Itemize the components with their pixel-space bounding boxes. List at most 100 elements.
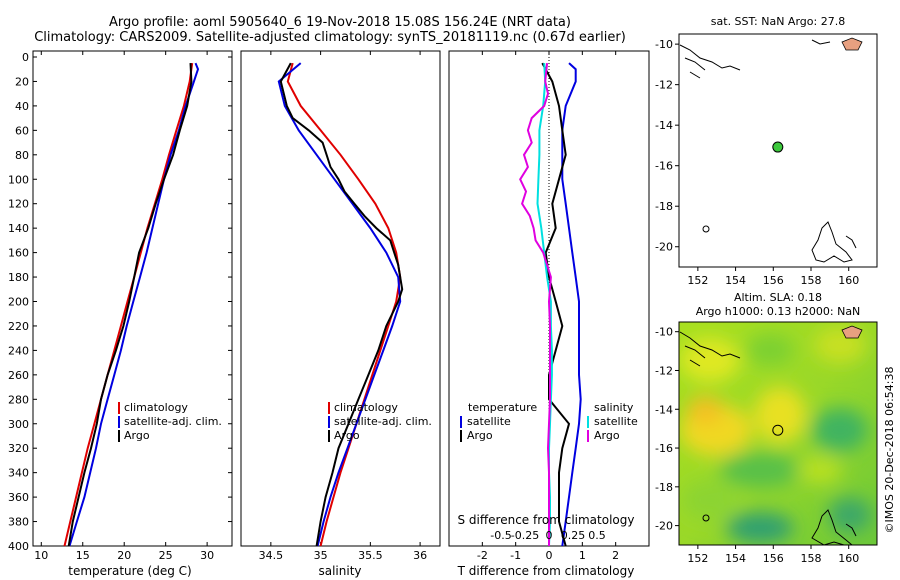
y-tick-label: 340 [8, 467, 29, 480]
y-tick-label: 40 [15, 100, 29, 113]
s-argo-diff-line [519, 62, 552, 546]
y-tick-label: 100 [8, 173, 29, 186]
map-y-tick-label: -20 [655, 241, 673, 254]
legend-argo: Argo [334, 429, 360, 442]
y-tick-label: 400 [8, 540, 29, 553]
s-tick-label: 0.25 [561, 529, 586, 542]
legend-s-satellite: satellite [594, 415, 638, 428]
temperature-plot-frame [32, 50, 233, 547]
x-tick-label: 35.5 [358, 549, 383, 562]
legend-salinity-title: salinity [594, 401, 634, 414]
map-y-tick-label: -10 [655, 38, 673, 51]
sla-heatmap [679, 322, 877, 545]
y-tick-label: 60 [15, 124, 29, 137]
s-tick-label: 0.5 [588, 529, 606, 542]
salinity-satellite-adj-line [277, 62, 402, 547]
sst-map-y-axis: -10 -12 -14 -16 -18 -20 [655, 38, 679, 254]
difference-panel: -2 -1 0 1 2 T difference from climatology S … [448, 50, 650, 578]
y-tick-label: 160 [8, 247, 29, 260]
sst-map-coastlines [679, 39, 857, 263]
map-x-tick-label: 160 [838, 552, 859, 565]
salinity-x-label: salinity [318, 564, 361, 578]
map-y-tick-label: -20 [655, 520, 673, 533]
temperature-argo-line [67, 63, 193, 547]
sst-map-x-axis: 152 154 156 158 160 [687, 267, 859, 287]
map-x-tick-label: 158 [801, 274, 822, 287]
legend-temperature-title: temperature [468, 401, 537, 414]
legend-s-argo: Argo [594, 429, 620, 442]
map-y-tick-label: -12 [655, 79, 673, 92]
s-tick-label: -0.5 [490, 529, 511, 542]
s-difference-axis: -0.5 -0.25 0 0.25 0.5 [490, 529, 605, 542]
temperature-climatology-line [63, 62, 194, 547]
temperature-x-label: temperature (deg C) [68, 564, 191, 578]
salinity-climatology-line [286, 62, 402, 547]
x-tick-label: 30 [200, 549, 214, 562]
title-line-1: Argo profile: aoml 5905640_6 19-Nov-2018… [109, 15, 571, 30]
island-shape [841, 37, 863, 51]
temperature-legend: climatology satellite-adj. clim. Argo [118, 401, 222, 442]
x-tick-label: 0 [546, 549, 553, 562]
y-tick-label: 240 [8, 344, 29, 357]
y-tick-label: 20 [15, 75, 29, 88]
x-tick-label: 34.5 [259, 549, 284, 562]
map-x-tick-label: 160 [838, 274, 859, 287]
y-tick-label: 220 [8, 320, 29, 333]
map-x-tick-label: 154 [725, 274, 746, 287]
x-tick-label: 25 [159, 549, 173, 562]
difference-top-label: S difference from climatology [458, 513, 635, 527]
map-y-tick-label: -12 [655, 364, 673, 377]
y-tick-label: 280 [8, 393, 29, 406]
temperature-x-axis: 10 15 20 25 30 [34, 51, 214, 562]
legend-argo: Argo [124, 429, 150, 442]
map-y-tick-label: -10 [655, 326, 673, 339]
difference-x-label: T difference from climatology [457, 564, 635, 578]
legend-t-satellite: satellite [467, 415, 511, 428]
sst-map-title: sat. SST: NaN Argo: 27.8 [711, 15, 845, 28]
imos-watermark: ©IMOS 20-Dec-2018 06:54:38 [883, 367, 896, 534]
argo-float-marker [772, 424, 784, 436]
sla-map-title: Altim. SLA: 0.18 [734, 291, 822, 304]
x-tick-label: 35 [314, 549, 328, 562]
temperature-panel: 0204060801001201401601802002202402602803… [8, 50, 649, 578]
y-tick-label: 0 [22, 51, 29, 64]
map-y-tick-label: -16 [655, 160, 673, 173]
map-x-tick-label: 158 [801, 552, 822, 565]
legend-climatology: climatology [124, 401, 188, 414]
t-satellite-diff-line [561, 62, 582, 547]
difference-series [519, 62, 582, 547]
salinity-series [277, 62, 404, 547]
map-y-tick-label: -18 [655, 200, 673, 213]
map-x-tick-label: 156 [763, 274, 784, 287]
y-tick-label: 80 [15, 149, 29, 162]
legend-satellite: satellite-adj. clim. [124, 415, 222, 428]
y-tick-label: 260 [8, 369, 29, 382]
salinity-argo-line [279, 62, 404, 547]
x-tick-label: 1 [579, 549, 586, 562]
x-tick-label: -1 [510, 549, 521, 562]
map-x-tick-label: 154 [725, 552, 746, 565]
y-tick-label: 140 [8, 222, 29, 235]
argo-float-marker [772, 141, 784, 153]
sla-map-panel: Altim. SLA: 0.18 Argo h1000: 0.13 h2000:… [655, 291, 878, 565]
x-tick-label: 2 [612, 549, 619, 562]
x-tick-label: 36 [413, 549, 427, 562]
salinity-plot-frame [240, 50, 441, 547]
map-x-tick-label: 152 [687, 274, 708, 287]
salinity-panel: 34.5 35 35.5 36 salinity climatology satell… [240, 50, 441, 578]
y-tick-label: 300 [8, 418, 29, 431]
y-tick-label: 380 [8, 516, 29, 529]
y-tick-label: 120 [8, 198, 29, 211]
sla-map-y-axis: -10 -12 -14 -16 -18 -20 [655, 326, 679, 533]
t-argo-diff-line [541, 62, 571, 547]
x-tick-label: 10 [34, 549, 48, 562]
map-x-tick-label: 152 [687, 552, 708, 565]
map-y-tick-label: -18 [655, 481, 673, 494]
y-tick-label: 360 [8, 491, 29, 504]
sla-map-frame [678, 321, 878, 546]
salinity-legend: climatology satellite-adj. clim. Argo [328, 401, 432, 442]
difference-legend: temperature satellite Argo salinity sate… [460, 401, 638, 442]
x-tick-label: -2 [477, 549, 488, 562]
s-tick-label: 0 [546, 529, 553, 542]
